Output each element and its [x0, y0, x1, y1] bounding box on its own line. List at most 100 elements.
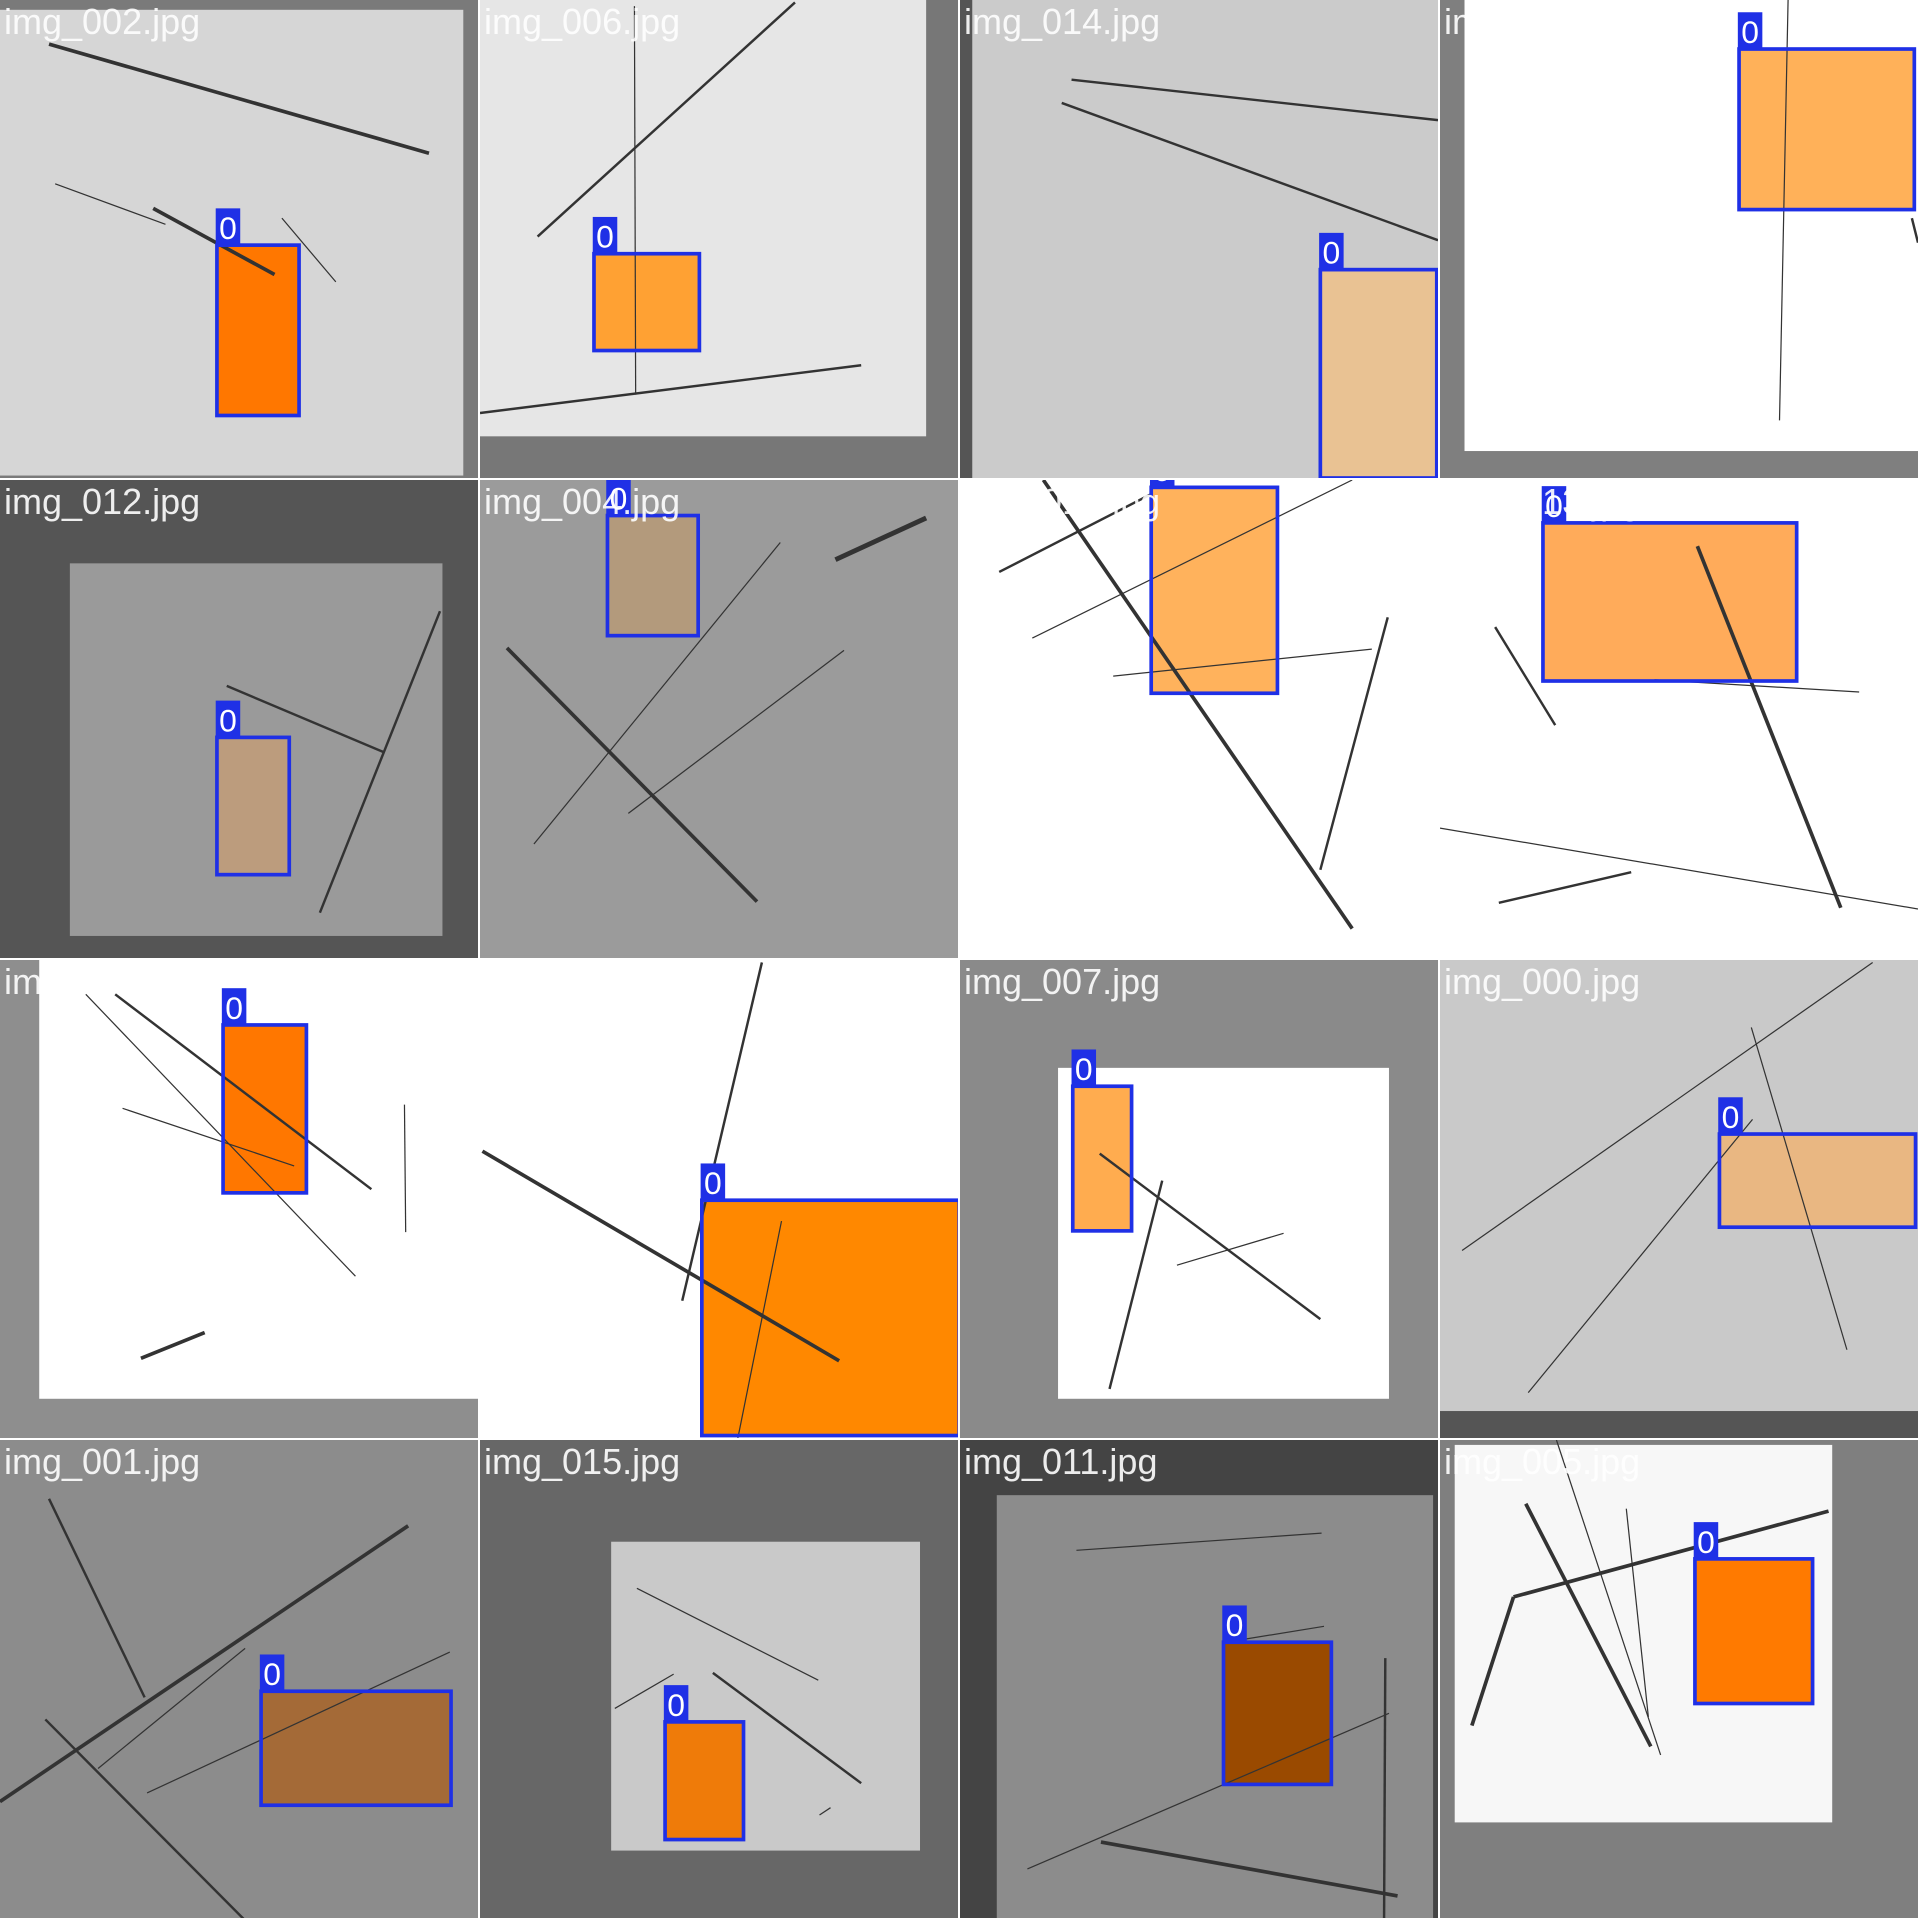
class-label-background — [1149, 480, 1175, 488]
line-segment — [1524, 1502, 1653, 1748]
line-segment — [1032, 480, 1353, 639]
class-label: 0 — [1323, 235, 1341, 271]
mosaic-tile: 0 img_013.jpg — [1440, 480, 1918, 958]
line-segment — [1176, 1232, 1284, 1266]
class-label-background — [700, 1163, 726, 1201]
line-segment — [1027, 1712, 1390, 1870]
bounding-box — [1221, 1640, 1334, 1787]
mosaic-tile: 0 img_003.jpg — [480, 960, 958, 1438]
object-rectangle — [261, 1691, 452, 1806]
mosaic-tile: 0 img_006.jpg — [480, 0, 958, 478]
bounding-box — [1737, 47, 1917, 212]
line-segment — [536, 1, 796, 238]
line-segment — [54, 183, 166, 225]
tile-image: 0 — [69, 563, 443, 936]
image-filename: img_012.jpg — [4, 481, 201, 522]
mosaic-tile: 0 img_002.jpg — [0, 0, 478, 478]
line-segment — [403, 1104, 407, 1233]
tile-image: 0 — [0, 1440, 478, 1918]
mosaic-tile: 0 img_009.jpg — [0, 960, 478, 1438]
bounding-box — [1717, 1132, 1918, 1230]
image-filename: img_015.jpg — [484, 1441, 681, 1482]
tile-image: 0 — [1440, 960, 1918, 1412]
line-segment — [1071, 78, 1438, 122]
image-filename: img_009.jpg — [4, 961, 201, 1002]
line-segment — [1440, 827, 1918, 910]
line-segment — [1695, 545, 1843, 909]
line-segment — [1113, 648, 1372, 677]
class-label: 0 — [596, 219, 614, 255]
class-label-background — [1693, 1522, 1719, 1559]
object-rectangle — [1320, 269, 1437, 478]
line-segment — [834, 515, 928, 562]
mosaic-tile: 0 img_005.jpg — [1440, 1440, 1918, 1918]
image-canvas — [480, 480, 958, 956]
object-rectangle — [701, 1200, 958, 1436]
bounding-box — [605, 513, 701, 638]
bounding-box — [1693, 1557, 1815, 1706]
line-segment — [97, 1647, 246, 1769]
line-segment — [1498, 871, 1632, 905]
line-segment — [85, 993, 356, 1277]
class-label: 0 — [667, 1687, 685, 1723]
class-label-background — [1541, 486, 1567, 523]
object-rectangle — [1739, 49, 1915, 210]
line-segment — [1319, 616, 1389, 871]
object-rectangle — [1719, 1134, 1916, 1228]
class-label-background — [1222, 1605, 1247, 1643]
image-filename: img_008.jpg — [1444, 1, 1641, 42]
bounding-box — [221, 1023, 309, 1195]
line-segment — [614, 1673, 674, 1709]
mosaic-tile: 0 img_004.jpg — [480, 480, 958, 958]
line-segment — [48, 42, 430, 155]
tile-image: 0 — [996, 1495, 1434, 1918]
class-label: 0 — [225, 990, 243, 1026]
line-segment — [681, 962, 764, 1302]
bounding-box — [1318, 267, 1438, 478]
image-filename: img_014.jpg — [964, 1, 1161, 42]
image-filename: img_013.jpg — [1444, 481, 1641, 522]
bounding-box — [700, 1198, 958, 1438]
line-segment — [0, 1524, 410, 1804]
line-segment — [281, 217, 337, 283]
object-rectangle — [1694, 1558, 1813, 1704]
object-rectangle — [607, 515, 699, 636]
line-segment — [140, 1330, 206, 1361]
line-segment — [152, 206, 276, 277]
tile-image: 0 — [1464, 0, 1918, 452]
class-label: 0 — [1741, 14, 1759, 50]
line-segment — [1470, 1596, 1516, 1727]
tile-image: 0 — [1454, 1440, 1833, 1823]
class-label: 0 — [219, 210, 237, 246]
line-segment — [712, 1671, 862, 1785]
tile-image: 0 — [480, 960, 958, 1438]
class-label: 0 — [263, 1656, 281, 1692]
class-label: 0 — [1226, 1607, 1244, 1643]
class-label-background — [1319, 232, 1344, 270]
class-label-background — [221, 988, 247, 1025]
line-segment — [1108, 1180, 1164, 1390]
line-segment — [737, 1220, 783, 1438]
object-rectangle — [216, 737, 290, 875]
mosaic-tile: 0 img_014.jpg — [960, 0, 1438, 478]
tile-image: 0 — [480, 0, 927, 437]
class-label: 0 — [219, 702, 237, 738]
tile-image: 0 — [0, 9, 464, 476]
line-segment — [1910, 217, 1918, 243]
class-label-background — [215, 700, 241, 738]
line-segment — [1100, 1840, 1398, 1898]
tile-image: 0 — [960, 480, 1438, 958]
line-segment — [636, 1587, 819, 1681]
class-label: 0 — [1722, 1099, 1740, 1135]
image-filename: img_006.jpg — [484, 1, 681, 42]
class-label: 0 — [704, 1165, 722, 1201]
class-label-background — [215, 208, 241, 246]
line-segment — [480, 364, 862, 415]
mosaic-tile: 0 img_012.jpg — [0, 480, 478, 958]
image-filename: img_011.jpg — [964, 1441, 1158, 1482]
class-label: 0 — [610, 480, 628, 516]
image-filename: img_003.jpg — [484, 961, 681, 1002]
mosaic-tile: 0 img_007.jpg — [960, 960, 1438, 1438]
image-filename: img_002.jpg — [4, 1, 201, 42]
